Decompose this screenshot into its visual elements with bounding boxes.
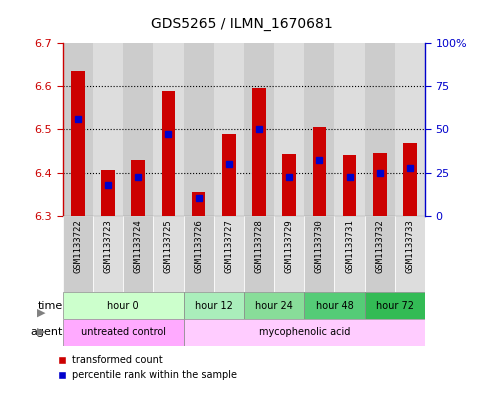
Text: untreated control: untreated control: [81, 327, 166, 338]
Bar: [192, 192, 205, 216]
Bar: [101, 170, 115, 216]
Bar: [63, 216, 93, 292]
Bar: [365, 43, 395, 216]
Bar: [213, 216, 244, 292]
Bar: [184, 319, 425, 346]
Bar: [63, 43, 93, 216]
Text: GSM1133731: GSM1133731: [345, 219, 354, 273]
Text: GSM1133725: GSM1133725: [164, 219, 173, 273]
Bar: [403, 143, 417, 216]
Text: hour 48: hour 48: [315, 301, 354, 310]
Bar: [154, 43, 184, 216]
Bar: [304, 216, 334, 292]
Text: agent: agent: [30, 327, 63, 338]
Bar: [93, 43, 123, 216]
Bar: [313, 127, 326, 216]
Text: GSM1133727: GSM1133727: [224, 219, 233, 273]
Bar: [93, 216, 123, 292]
Bar: [71, 71, 85, 216]
Text: ▶: ▶: [37, 307, 45, 318]
Text: GDS5265 / ILMN_1670681: GDS5265 / ILMN_1670681: [151, 17, 332, 31]
Text: GSM1133729: GSM1133729: [284, 219, 294, 273]
Bar: [274, 43, 304, 216]
Text: GSM1133726: GSM1133726: [194, 219, 203, 273]
Text: GSM1133730: GSM1133730: [315, 219, 324, 273]
Legend: transformed count, percentile rank within the sample: transformed count, percentile rank withi…: [53, 352, 241, 384]
Bar: [304, 43, 334, 216]
Bar: [373, 153, 386, 216]
Bar: [334, 43, 365, 216]
Bar: [184, 292, 244, 319]
Bar: [154, 216, 184, 292]
Bar: [365, 216, 395, 292]
Bar: [244, 292, 304, 319]
Text: GSM1133723: GSM1133723: [103, 219, 113, 273]
Bar: [395, 43, 425, 216]
Text: GSM1133728: GSM1133728: [255, 219, 264, 273]
Text: time: time: [38, 301, 63, 310]
Bar: [343, 155, 356, 216]
Text: ▶: ▶: [37, 327, 45, 337]
Text: GSM1133733: GSM1133733: [405, 219, 414, 273]
Bar: [213, 43, 244, 216]
Text: GSM1133732: GSM1133732: [375, 219, 384, 273]
Bar: [304, 292, 365, 319]
Bar: [184, 43, 213, 216]
Bar: [244, 216, 274, 292]
Bar: [222, 134, 236, 216]
Bar: [365, 292, 425, 319]
Bar: [252, 88, 266, 216]
Bar: [334, 216, 365, 292]
Bar: [123, 43, 154, 216]
Text: hour 12: hour 12: [195, 301, 233, 310]
Bar: [395, 216, 425, 292]
Text: GSM1133724: GSM1133724: [134, 219, 143, 273]
Bar: [162, 91, 175, 216]
Bar: [123, 216, 154, 292]
Text: GSM1133722: GSM1133722: [73, 219, 83, 273]
Bar: [283, 154, 296, 216]
Text: mycophenolic acid: mycophenolic acid: [258, 327, 350, 338]
Bar: [63, 292, 184, 319]
Text: hour 72: hour 72: [376, 301, 414, 310]
Bar: [244, 43, 274, 216]
Text: hour 24: hour 24: [255, 301, 293, 310]
Bar: [274, 216, 304, 292]
Bar: [184, 216, 213, 292]
Bar: [63, 319, 184, 346]
Text: hour 0: hour 0: [107, 301, 139, 310]
Bar: [131, 160, 145, 216]
